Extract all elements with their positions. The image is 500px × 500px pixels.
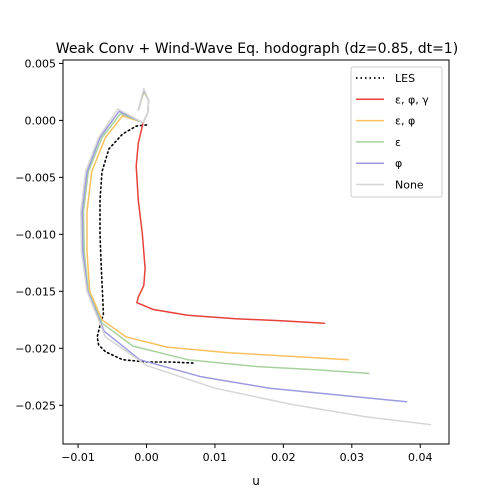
legend-label-2: ε, φ xyxy=(395,115,415,128)
series-line-3 xyxy=(82,90,370,375)
x-axis-label: u xyxy=(252,474,260,488)
plot-frame xyxy=(62,59,450,445)
y-tick-label: −0.010 xyxy=(15,228,56,241)
legend-label-1: ε, φ, γ xyxy=(395,93,429,106)
legend-label-4: φ xyxy=(395,157,402,170)
ticks-layer: −0.01 0.00 0.01 0.02 0.03 0.04 0.005 0.000 −0.00… xyxy=(15,57,432,464)
legend-label-0: LES xyxy=(395,72,415,85)
legend: LES ε, φ, γ ε, φ εφ None xyxy=(350,66,443,198)
y-tick-label: 0.005 xyxy=(25,57,57,70)
series-line-5 xyxy=(80,87,432,426)
series-line-0 xyxy=(96,124,196,364)
x-tick-label: 0.01 xyxy=(203,451,228,464)
series-line-1 xyxy=(135,115,326,324)
x-tick-label: −0.01 xyxy=(61,451,95,464)
x-tick-label: 0.03 xyxy=(340,451,365,464)
x-tick-label: 0.04 xyxy=(408,451,433,464)
y-tick-label: −0.015 xyxy=(15,285,56,298)
y-tick-label: 0.000 xyxy=(25,114,57,127)
y-tick-label: −0.025 xyxy=(15,399,56,412)
legend-frame xyxy=(350,66,443,198)
chart-title: Weak Conv + Wind-Wave Eq. hodograph (dz=… xyxy=(56,41,458,57)
legend-label-5: None xyxy=(395,179,424,192)
x-tick-label: 0.02 xyxy=(271,451,296,464)
x-tick-label: 0.00 xyxy=(134,451,159,464)
y-tick-label: −0.020 xyxy=(15,342,56,355)
series-layer xyxy=(80,87,432,426)
y-tick-label: −0.005 xyxy=(15,171,56,184)
legend-label-3: ε xyxy=(395,136,401,149)
